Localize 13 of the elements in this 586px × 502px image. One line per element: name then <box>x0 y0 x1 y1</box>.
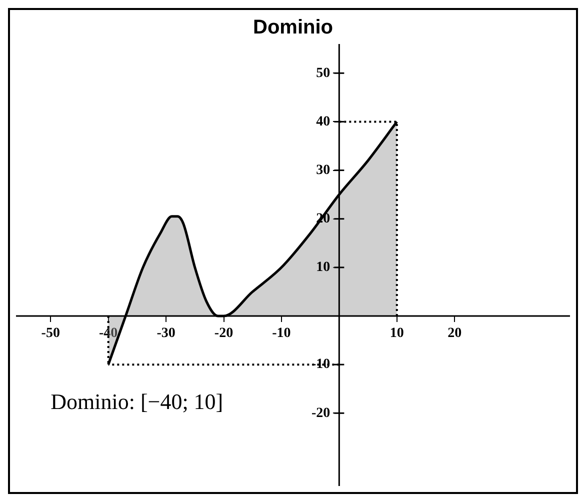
y-tick-label: 10 <box>316 260 330 276</box>
x-tick-label: -20 <box>214 326 234 342</box>
x-tick-label: 20 <box>448 326 462 342</box>
annotation: Dominio: [−40; 10] <box>50 389 224 414</box>
y-tick-label: -20 <box>311 406 330 421</box>
y-tick-label: 40 <box>316 114 330 130</box>
y-tick-label: 50 <box>316 66 330 81</box>
chart-title: Dominio <box>253 16 333 39</box>
x-tick-label: -50 <box>41 326 60 342</box>
x-tick-label: -10 <box>272 326 291 342</box>
x-tick-label: 10 <box>390 326 404 342</box>
y-tick-label: 30 <box>316 162 330 178</box>
x-tick-label: -30 <box>156 326 176 342</box>
